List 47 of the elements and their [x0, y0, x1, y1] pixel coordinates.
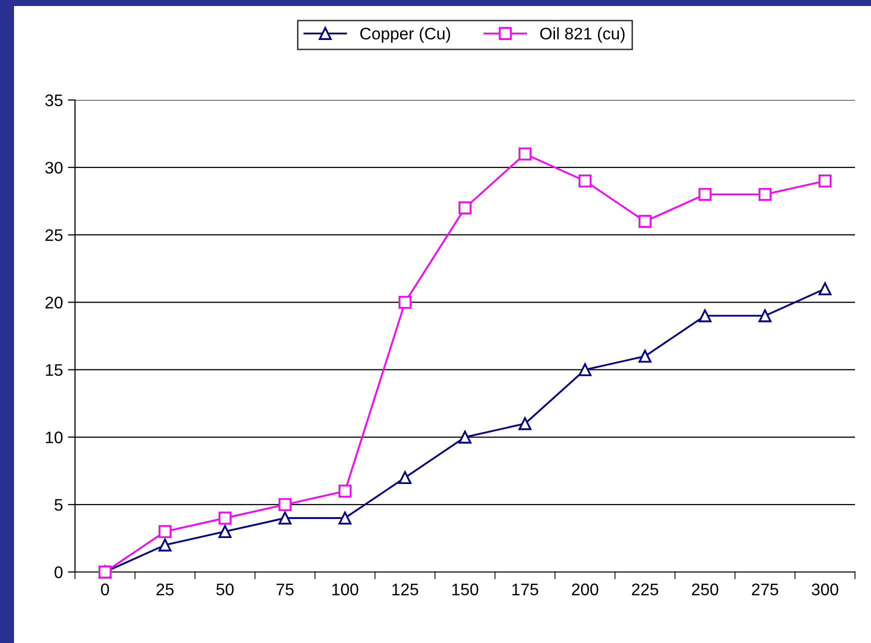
y-tick-label: 10 — [46, 432, 63, 444]
point — [398, 296, 412, 309]
x-tick-label: 150 — [452, 584, 478, 596]
x-tick-label: 175 — [512, 584, 538, 596]
y-tick-label: 5 — [54, 499, 62, 511]
point — [818, 282, 832, 296]
point — [158, 525, 172, 538]
point — [458, 430, 472, 444]
legend-label: Copper (Cu) — [360, 27, 450, 43]
x-tick-label: 225 — [632, 584, 658, 596]
x-tick-label: 100 — [332, 584, 358, 596]
y-tick-label: 0 — [54, 566, 63, 578]
point — [338, 512, 352, 525]
point — [518, 147, 532, 160]
x-tick-label: 300 — [812, 584, 838, 596]
point — [518, 417, 532, 430]
y-tick-label: 15 — [46, 364, 62, 376]
x-tick-label: 50 — [216, 584, 234, 596]
point — [818, 174, 832, 188]
y-tick-label: 20 — [45, 296, 63, 308]
y-tick-label: 30 — [45, 162, 63, 174]
point — [398, 471, 412, 484]
x-tick-label: 125 — [392, 584, 418, 596]
x-tick-label: 275 — [752, 584, 778, 596]
point — [698, 188, 712, 201]
point — [698, 309, 712, 322]
point — [278, 512, 292, 525]
y-tick-label: 35 — [45, 94, 62, 106]
point — [158, 538, 172, 552]
x-tick-label: 0 — [101, 584, 109, 596]
point — [638, 214, 652, 228]
point — [578, 174, 592, 188]
point — [218, 525, 232, 538]
x-tick-label: 250 — [692, 584, 718, 596]
point — [218, 512, 232, 525]
x-tick-label: 200 — [572, 584, 598, 596]
y-tick-label: 25 — [45, 229, 62, 242]
point — [758, 188, 772, 201]
point — [638, 350, 652, 363]
point — [578, 363, 592, 376]
legend-label: Oil 821 (cu) — [540, 27, 625, 43]
x-tick-label: 75 — [276, 584, 294, 596]
point — [338, 484, 352, 498]
point — [278, 498, 292, 512]
point — [458, 201, 472, 214]
x-tick-label: 25 — [156, 584, 174, 596]
point — [758, 309, 772, 322]
